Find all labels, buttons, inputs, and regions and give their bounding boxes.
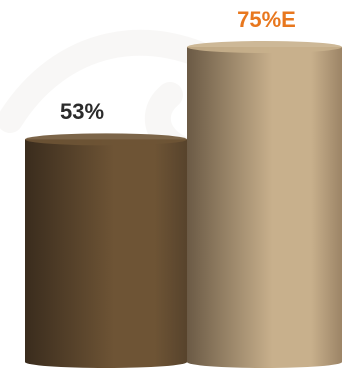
bar-top-cap <box>25 133 187 146</box>
bar-body <box>187 47 342 368</box>
bar-top-cap <box>187 41 342 53</box>
bar-2 <box>187 41 342 368</box>
data-label-1: 53% <box>59 99 105 125</box>
data-label-2: 75%E <box>237 7 296 32</box>
bar-series <box>25 41 342 368</box>
bar-body <box>25 139 187 368</box>
bar-1 <box>25 133 187 368</box>
